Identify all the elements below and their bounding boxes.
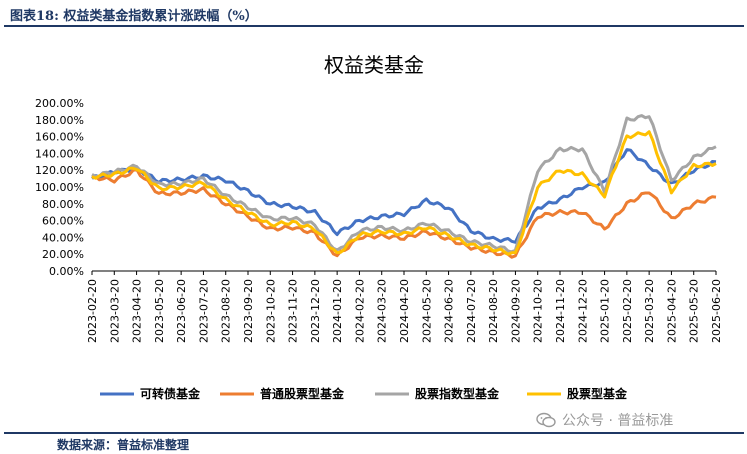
x-tick-label: 2025-03-20 bbox=[643, 279, 656, 343]
x-axis: 2023-02-20 2023-03-20 2023-04-20 2023-05-20… bbox=[86, 270, 723, 343]
watermark-text: 公众号 · 普益标准 bbox=[562, 413, 674, 429]
series-lines bbox=[91, 114, 717, 259]
x-tick-label: 2023-12-20 bbox=[309, 279, 322, 343]
x-tick-label: 2023-02-20 bbox=[86, 279, 99, 343]
x-tick-label: 2024-10-20 bbox=[532, 279, 545, 343]
x-tick-label: 2023-09-20 bbox=[242, 279, 255, 343]
x-tick-label: 2025-01-20 bbox=[599, 279, 612, 343]
x-tick-label: 2023-10-20 bbox=[264, 279, 277, 343]
footer-rule bbox=[4, 432, 744, 434]
y-tick-label: 200.00% bbox=[35, 97, 84, 110]
x-tick-label: 2024-03-20 bbox=[376, 279, 389, 343]
x-tick-label: 2024-09-20 bbox=[509, 279, 522, 343]
y-tick-label: 180.00% bbox=[35, 114, 84, 127]
figure-title: 图表18: 权益类基金指数累计涨跌幅（%） bbox=[10, 5, 258, 24]
x-tick-label: 2023-08-20 bbox=[220, 279, 233, 343]
y-tick-label: 80.00% bbox=[42, 198, 84, 211]
y-tick-label: 20.00% bbox=[42, 248, 84, 261]
figure-header: 图表18: 权益类基金指数累计涨跌幅（%） bbox=[0, 0, 747, 27]
x-tick-label: 2025-05-20 bbox=[688, 279, 701, 343]
x-tick-label: 2023-03-20 bbox=[108, 279, 121, 343]
x-tick-label: 2024-07-20 bbox=[465, 279, 478, 343]
line-chart: 权益类基金 0.00% 20.00% 40.00% 60.00% 80.00% 100.0… bbox=[35, 53, 723, 401]
x-tick-label: 2023-11-20 bbox=[287, 279, 300, 343]
x-tick-label: 2025-04-20 bbox=[665, 279, 678, 343]
y-tick-label: 160.00% bbox=[35, 131, 84, 144]
x-tick-label: 2025-06-20 bbox=[710, 279, 723, 343]
legend-label: 股票指数型基金 bbox=[415, 386, 500, 401]
figure-label: 图表18: bbox=[10, 9, 59, 24]
x-tick-label: 2024-04-20 bbox=[398, 279, 411, 343]
x-tick-label: 2024-08-20 bbox=[487, 279, 500, 343]
legend-label: 普通股票型基金 bbox=[260, 386, 345, 401]
chart-title: 权益类基金 bbox=[324, 53, 424, 77]
legend-label: 股票型基金 bbox=[567, 386, 628, 401]
figure-title-text: 权益类基金指数累计涨跌幅（%） bbox=[63, 9, 258, 24]
x-tick-label: 2024-01-20 bbox=[331, 279, 344, 343]
wechat-icon bbox=[536, 412, 556, 428]
series-line-1 bbox=[91, 167, 717, 259]
x-tick-label: 2023-07-20 bbox=[197, 279, 210, 343]
y-tick-label: 0.00% bbox=[49, 265, 84, 278]
legend-label: 可转债基金 bbox=[140, 386, 201, 401]
x-tick-label: 2023-06-20 bbox=[175, 279, 188, 343]
y-tick-label: 40.00% bbox=[42, 231, 84, 244]
x-tick-label: 2023-05-20 bbox=[153, 279, 166, 343]
x-tick-label: 2024-11-20 bbox=[554, 279, 567, 343]
y-axis: 0.00% 20.00% 40.00% 60.00% 80.00% 100.00% 120.… bbox=[35, 97, 84, 278]
x-tick-label: 2024-12-20 bbox=[576, 279, 589, 343]
data-source: 数据来源：普益标准整理 bbox=[57, 438, 190, 452]
y-tick-label: 140.00% bbox=[35, 147, 84, 160]
x-tick-label: 2024-05-20 bbox=[420, 279, 433, 343]
x-tick-label: 2024-02-20 bbox=[353, 279, 366, 343]
y-tick-label: 120.00% bbox=[35, 164, 84, 177]
y-tick-label: 100.00% bbox=[35, 181, 84, 194]
series-line-3 bbox=[91, 130, 717, 256]
header-rule bbox=[4, 25, 744, 27]
watermark: 公众号 · 普益标准 bbox=[536, 410, 673, 430]
x-tick-label: 2024-06-20 bbox=[443, 279, 456, 343]
x-tick-label: 2023-04-20 bbox=[131, 279, 144, 343]
series-line-2 bbox=[91, 114, 717, 254]
x-tick-label: 2025-02-20 bbox=[621, 279, 634, 343]
legend: 可转债基金 普通股票型基金 股票指数型基金 股票型基金 bbox=[100, 386, 628, 401]
y-tick-label: 60.00% bbox=[42, 215, 84, 228]
